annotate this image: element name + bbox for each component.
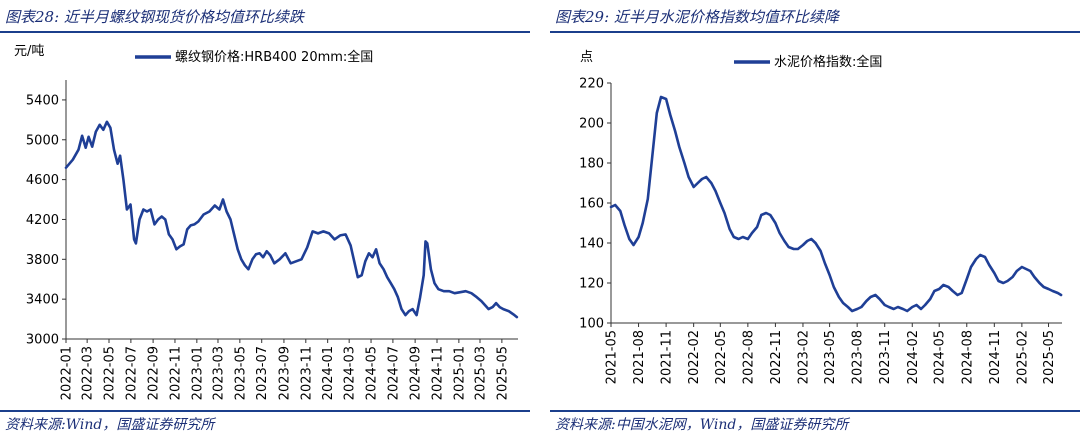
x-tick-label: 2025-03 [474,346,489,400]
x-tick-label: 2022-02 [687,330,702,384]
panel-cement: 图表29: 近半月水泥价格指数均值环比续降 点 水泥价格指数:全国 100 120 14… [550,0,1080,442]
y-axis-unit: 元/吨 [14,44,44,59]
y-tick-label: 140 [579,237,604,252]
x-tick-label: 2023-01 [190,346,205,400]
y-tick-label: 4600 [26,173,59,188]
y-tick-label: 120 [579,277,604,292]
x-tick-label: 2023-11 [878,330,893,384]
x-tick-label: 2022-11 [168,346,183,400]
x-tick-label: 2025-02 [1015,330,1030,384]
source-note: 资料来源:Wind，国盛证券研究所 [5,417,215,433]
series-line [64,120,519,319]
x-tick-label: 2025-05 [495,346,510,400]
chart-cement-index: 点 水泥价格指数:全国 100 120 140 160 180 200 220 2021-05 20… [579,50,1063,384]
x-tick-label: 2023-05 [823,330,838,384]
y-axis-unit: 点 [580,50,593,65]
y-tick-label: 3400 [26,293,59,308]
source-rule [550,410,1080,412]
y-tick-label: 100 [579,317,604,332]
x-tick-label: 2023-08 [851,330,866,384]
x-tick-label: 2021-08 [632,330,647,384]
source-rule [0,410,530,412]
x-tick-label: 2024-05 [365,346,380,400]
y-tick-label: 220 [579,77,604,92]
title-rule [0,31,530,33]
y-tick-label: 3800 [26,253,59,268]
x-tick-label: 2022-09 [147,346,162,400]
x-tick-label: 2023-03 [211,346,226,400]
x-tick-label: 2025-01 [452,346,467,400]
y-tick-label: 4200 [26,213,59,228]
source-note: 资料来源:中国水泥网，Wind，国盛证券研究所 [555,417,849,433]
y-tick-label: 200 [579,117,604,132]
x-tick-label: 2022-01 [60,346,75,400]
panel-steel-rebar: 图表28: 近半月螺纹钢现货价格均值环比续跌 元/吨 螺纹钢价格:HRB400 2… [0,0,530,442]
x-tick-label: 2024-09 [409,346,424,400]
x-tick-label: 2024-11 [988,330,1003,384]
x-tick-label: 2022-05 [714,330,729,384]
x-tick-label: 2025-05 [1042,330,1057,384]
y-tick-label: 180 [579,157,604,172]
figure-title: 图表28: 近半月螺纹钢现货价格均值环比续跌 [5,8,304,26]
x-tick-label: 2024-02 [906,330,921,384]
x-tick-label: 2021-11 [660,330,675,384]
figure-title: 图表29: 近半月水泥价格指数均值环比续降 [555,8,839,26]
x-tick-label: 2022-05 [103,346,118,400]
x-tick-label: 2023-02 [796,330,811,384]
x-tick-label: 2024-07 [386,346,401,400]
y-tick-label: 160 [579,197,604,212]
x-tick-label: 2022-08 [741,330,756,384]
x-tick-label: 2024-08 [960,330,975,384]
x-tick-label: 2024-05 [933,330,948,384]
x-tick-label: 2022-03 [81,346,96,400]
series-line [609,95,1063,313]
y-tick-label: 5000 [26,133,59,148]
y-tick-label: 5400 [26,93,59,108]
x-tick-label: 2022-07 [124,346,139,400]
x-tick-label: 2024-03 [343,346,358,400]
x-tick-label: 2022-11 [769,330,784,384]
x-tick-label: 2023-11 [299,346,314,400]
legend-label: 水泥价格指数:全国 [774,54,882,70]
x-tick-label: 2024-11 [430,346,445,400]
x-tick-label: 2023-07 [255,346,270,400]
x-tick-label: 2023-05 [233,346,248,400]
x-tick-label: 2023-09 [277,346,292,400]
x-tick-label: 2024-01 [321,346,336,400]
title-rule [550,31,1080,33]
chart-steel-price: 元/吨 螺纹钢价格:HRB400 20mm:全国 3000 3400 3800 4200 4… [14,44,519,400]
legend-label: 螺纹钢价格:HRB400 20mm:全国 [175,49,373,65]
y-tick-label: 3000 [26,333,59,348]
x-tick-label: 2021-05 [605,330,620,384]
